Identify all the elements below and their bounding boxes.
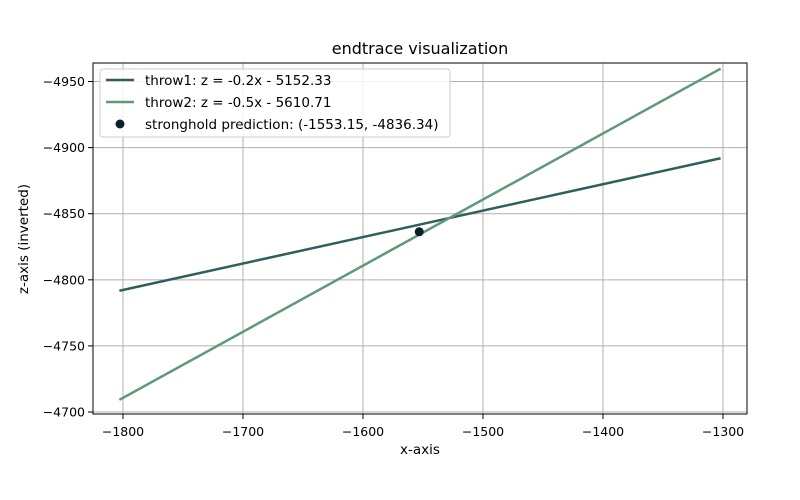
plot-frame [92,62,748,415]
y-tick-label: −4700 [43,405,85,420]
y-tick-label: −4850 [43,206,85,221]
ticks: −1800 −1700 −1600 −1500 −1400 −1300 −4700 −4750… [43,74,744,439]
x-tick-label: −1500 [462,424,504,439]
legend: throw1: z = -0.2x - 5152.33 throw2: z = … [99,68,451,138]
legend-box [99,68,451,138]
legend-label-throw2: throw2: z = -0.5x - 5610.71 [145,95,331,111]
x-tick-label: −1600 [342,424,384,439]
legend-label-throw1: throw1: z = -0.2x - 5152.33 [145,73,331,89]
series-line-throw1 [119,157,721,292]
y-axis-label: z-axis (inverted) [16,184,32,294]
stronghold-point [414,227,424,237]
series-layer [118,67,722,401]
x-axis-label: x-axis [400,442,440,458]
x-tick-label: −1300 [702,424,744,439]
x-tick-label: −1400 [582,424,624,439]
legend-label-stronghold: stronghold prediction: (-1553.15, -4836.… [145,117,438,133]
y-tick-label: −4900 [43,140,85,155]
y-tick-label: −4800 [43,272,85,287]
chart-title: endtrace visualization [332,39,508,58]
y-tick-label: −4750 [43,338,85,353]
x-tick-label: −1800 [102,424,144,439]
legend-marker-stronghold [115,119,125,129]
y-tick-label: −4950 [43,74,85,89]
x-tick-label: −1700 [222,424,264,439]
